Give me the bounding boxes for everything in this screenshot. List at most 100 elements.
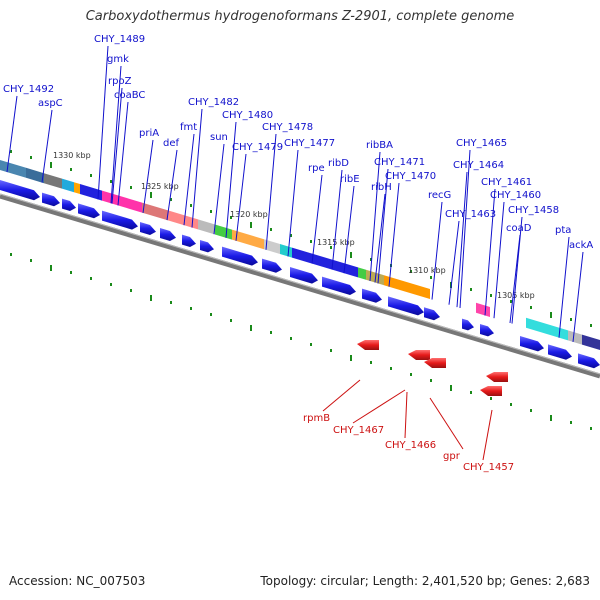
forward-gene-arrow [290,267,318,284]
tick-mark [350,355,352,361]
forward-gene-arrow [182,234,196,247]
tick-mark [490,397,492,400]
tick-mark [470,288,472,291]
tick-mark [70,168,72,171]
upper-gene-label: CHY_1492 [3,84,54,95]
reverse-gene-arrow [408,350,430,360]
tick-mark [250,222,252,228]
upper-leader-line [558,236,570,338]
tick-mark [450,385,452,391]
forward-gene-arrow [262,258,282,273]
cog-segment [62,178,74,193]
forward-gene-arrow [424,307,440,321]
tick-mark [370,258,372,261]
lower-leader-line [482,409,493,461]
forward-gene-arrow [200,240,214,253]
upper-gene-label: ribE [340,174,360,185]
tick-mark [90,174,92,177]
upper-leader-line [287,149,299,257]
forward-gene-arrow [322,276,356,295]
reverse-gene-arrow [480,386,502,396]
cog-segment [582,334,600,350]
upper-leader-line [142,139,154,213]
tick-mark [410,373,412,376]
upper-leader-line [388,182,400,287]
tick-mark [230,319,232,322]
forward-gene-arrow [578,353,600,369]
tick-mark [310,240,312,243]
tick-mark [250,325,252,331]
tick-mark [530,306,532,309]
upper-leader-line [191,108,203,228]
forward-gene-arrow [362,288,382,303]
upper-leader-line [183,133,195,226]
upper-leader-line [448,220,460,305]
tick-mark [550,415,552,421]
forward-gene-arrow [78,203,100,219]
upper-gene-label: ribH [371,182,392,193]
scale-label: 1310 kbp [408,266,446,275]
scale-label: 1330 kbp [53,151,91,160]
tick-mark [510,300,512,303]
forward-gene-arrow [462,318,474,331]
upper-gene-label: CHY_1461 [481,177,532,188]
tick-mark [590,427,592,430]
tick-mark [510,403,512,406]
upper-gene-label: CHY_1480 [222,110,273,121]
upper-gene-label: coaD [506,223,532,234]
genome-backbone-highlight [0,193,600,375]
cog-segment [568,330,582,345]
tick-mark [170,198,172,201]
lower-gene-label: CHY_1466 [385,440,436,451]
cog-segment [232,229,264,250]
lower-gene-label: CHY_1467 [333,425,384,436]
forward-gene-arrow [42,192,60,207]
cog-segment [44,173,62,189]
cog-segment [384,275,430,299]
upper-gene-label: CHY_1471 [374,157,425,168]
tick-mark [390,367,392,370]
cog-segment [526,317,546,334]
forward-gene-arrow [140,222,156,235]
upper-gene-label: CHY_1489 [94,34,145,45]
upper-leader-line [166,149,178,221]
upper-leader-line [459,149,471,309]
forward-gene-arrow [222,246,258,266]
upper-gene-label: recG [428,190,451,201]
tick-mark [330,246,332,249]
forward-gene-arrow [480,324,494,337]
tick-mark [590,324,592,327]
tick-mark [190,204,192,207]
upper-leader-line [431,201,443,300]
upper-leader-line [225,121,237,238]
upper-gene-label: sun [210,132,228,143]
topology-summary: Topology: circular; Length: 2,401,520 bp… [260,574,590,588]
upper-gene-label: priA [139,128,159,139]
upper-leader-line [111,87,123,204]
tick-mark [410,270,412,273]
upper-gene-label: CHY_1478 [262,122,313,133]
lower-leader-line [429,397,464,450]
upper-gene-label: coaBC [114,90,145,101]
cog-segment [546,323,568,341]
tick-mark [530,409,532,412]
upper-gene-label: ackA [569,240,593,251]
tick-mark [10,150,12,153]
upper-gene-label: fmt [180,122,197,133]
reverse-gene-arrow [486,372,508,382]
tick-mark [430,379,432,382]
upper-leader-line [265,133,277,250]
cog-color-bar [0,160,600,350]
tick-mark [210,313,212,316]
forward-genes [0,180,600,369]
tick-mark [50,162,52,168]
reverse-genes [357,340,508,396]
tick-mark [190,307,192,310]
forward-gene-arrow [0,180,40,201]
tick-mark [470,391,472,394]
tick-mark [370,361,372,364]
tick-mark [350,252,352,258]
forward-gene-arrow [548,344,572,360]
